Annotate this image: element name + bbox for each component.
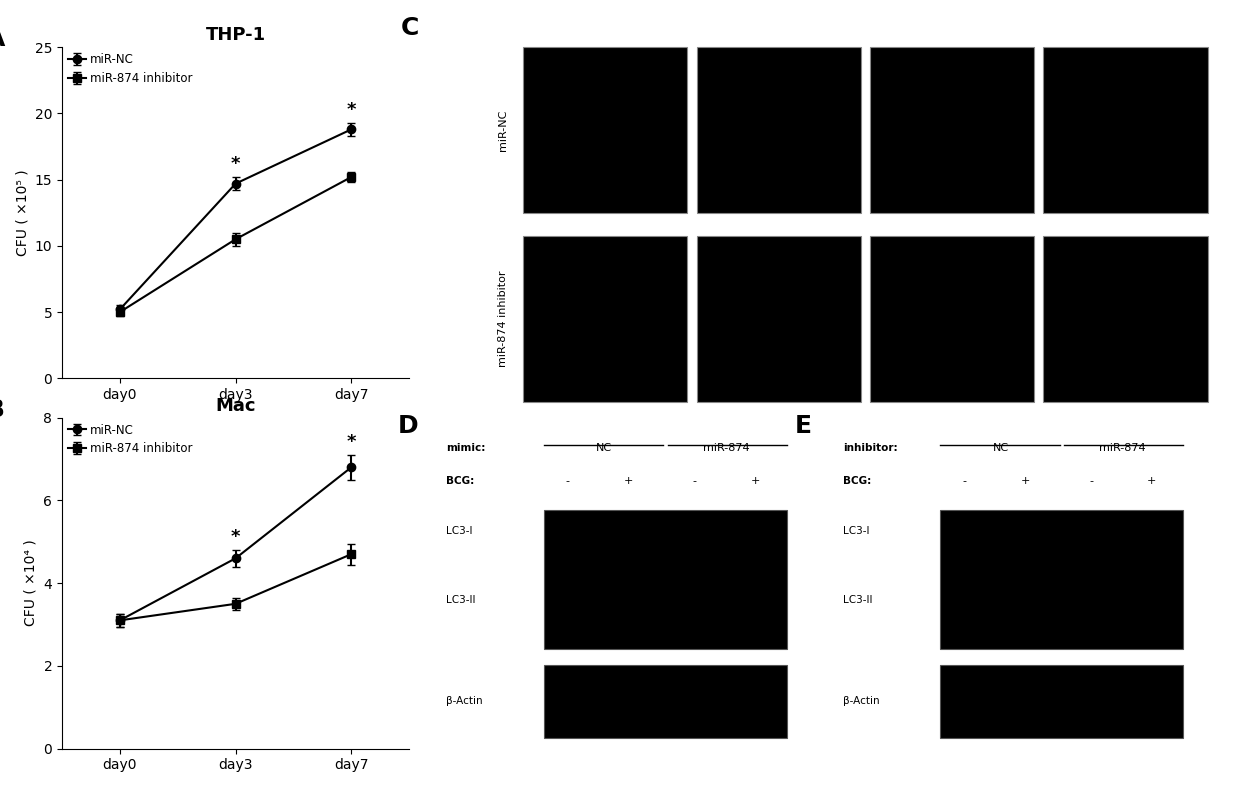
Text: A: A	[0, 28, 5, 51]
Text: D: D	[398, 414, 418, 437]
Bar	[523, 46, 687, 213]
Text: β-Actin: β-Actin	[843, 697, 880, 707]
Text: miR-874: miR-874	[1100, 444, 1146, 453]
Text: miR-874: miR-874	[703, 444, 749, 453]
Bar	[870, 46, 1034, 213]
Text: -: -	[1089, 477, 1094, 486]
Text: NC: NC	[993, 444, 1009, 453]
Text: BCG:: BCG:	[843, 477, 872, 486]
Bar	[543, 510, 786, 649]
Text: mimic:: mimic:	[446, 444, 486, 453]
Bar	[697, 46, 861, 213]
Bar	[940, 510, 1183, 649]
Text: LC3-II: LC3-II	[446, 595, 476, 605]
Text: inhibitor:: inhibitor:	[843, 444, 898, 453]
Text: *: *	[231, 155, 241, 173]
Bar	[543, 665, 786, 738]
Text: +: +	[1147, 477, 1157, 486]
Text: E: E	[795, 414, 812, 437]
Text: miR-874 inhibitor: miR-874 inhibitor	[498, 271, 508, 367]
Text: LC3-II: LC3-II	[843, 595, 873, 605]
Text: +: +	[750, 477, 760, 486]
Text: *: *	[347, 433, 356, 451]
Text: miR-NC: miR-NC	[498, 110, 508, 151]
Title: Mac: Mac	[216, 396, 255, 414]
Text: +: +	[624, 477, 634, 486]
Text: +: +	[1021, 477, 1030, 486]
Bar	[940, 665, 1183, 738]
Bar	[870, 236, 1034, 402]
Y-axis label: CFU ( ×10⁴ ): CFU ( ×10⁴ )	[24, 540, 38, 626]
Bar	[1043, 46, 1208, 213]
Y-axis label: CFU ( ×10⁵ ): CFU ( ×10⁵ )	[15, 169, 29, 256]
Legend: miR-NC, miR-874 inhibitor: miR-NC, miR-874 inhibitor	[68, 423, 193, 455]
Text: C: C	[401, 17, 419, 40]
Text: BCG:: BCG:	[446, 477, 475, 486]
Bar	[697, 236, 861, 402]
Text: *: *	[347, 101, 356, 119]
Legend: miR-NC, miR-874 inhibitor: miR-NC, miR-874 inhibitor	[68, 53, 193, 85]
Text: B: B	[0, 398, 5, 422]
Text: LC3-I: LC3-I	[843, 526, 869, 536]
Text: NC: NC	[596, 444, 613, 453]
Text: *: *	[231, 528, 241, 546]
Text: LC3-I: LC3-I	[446, 526, 472, 536]
Text: -: -	[565, 477, 570, 486]
Title: THP-1: THP-1	[206, 26, 265, 44]
Bar	[523, 236, 687, 402]
Text: β-Actin: β-Actin	[446, 697, 484, 707]
Text: -: -	[962, 477, 967, 486]
Text: -: -	[692, 477, 697, 486]
Bar	[1043, 236, 1208, 402]
